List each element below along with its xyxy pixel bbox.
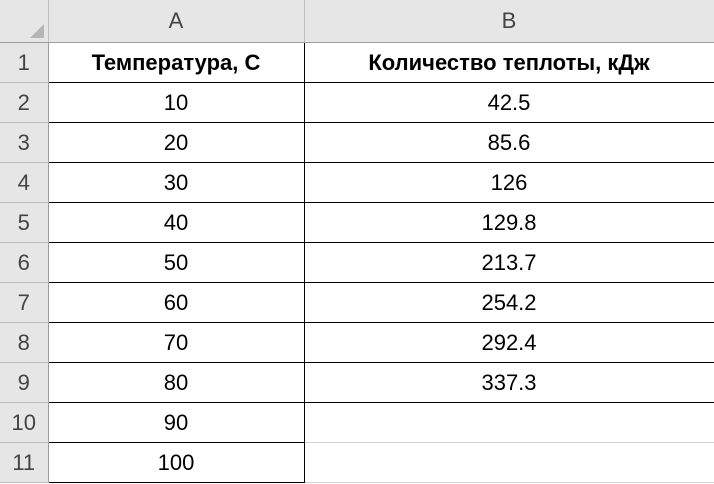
cell-b6[interactable]: 213.7 (304, 242, 714, 283)
table-row: 11 100 (0, 442, 714, 483)
cell-a11[interactable]: 100 (47, 442, 305, 483)
row-header-2[interactable]: 2 (0, 82, 49, 123)
row-header-1[interactable]: 1 (0, 42, 49, 83)
cell-a3[interactable]: 20 (47, 122, 305, 163)
cell-a7[interactable]: 60 (47, 282, 305, 323)
table-row: 8 70 292.4 (0, 322, 714, 363)
cell-b3[interactable]: 85.6 (304, 122, 714, 163)
table-row: 1 Температура, С Количество теплоты, кДж (0, 42, 714, 83)
row-header-9[interactable]: 9 (0, 362, 49, 403)
column-header-row: A B (0, 0, 714, 43)
row-header-3[interactable]: 3 (0, 122, 49, 163)
cell-b4[interactable]: 126 (304, 162, 714, 203)
cell-b11[interactable] (304, 442, 714, 483)
row-header-6[interactable]: 6 (0, 242, 49, 283)
row-header-11[interactable]: 11 (0, 442, 49, 483)
cell-a2[interactable]: 10 (47, 82, 305, 123)
cell-b2[interactable]: 42.5 (304, 82, 714, 123)
table-row: 6 50 213.7 (0, 242, 714, 283)
cell-b8[interactable]: 292.4 (304, 322, 714, 363)
column-header-b[interactable]: B (304, 0, 714, 43)
row-header-10[interactable]: 10 (0, 402, 49, 443)
table-row: 3 20 85.6 (0, 122, 714, 163)
row-header-5[interactable]: 5 (0, 202, 49, 243)
table-row: 2 10 42.5 (0, 82, 714, 123)
cell-b10[interactable] (304, 402, 714, 443)
row-header-8[interactable]: 8 (0, 322, 49, 363)
cell-b9[interactable]: 337.3 (304, 362, 714, 403)
cell-a8[interactable]: 70 (47, 322, 305, 363)
cell-b5[interactable]: 129.8 (304, 202, 714, 243)
select-all-triangle-icon (29, 24, 44, 38)
row-header-4[interactable]: 4 (0, 162, 49, 203)
table-row: 10 90 (0, 402, 714, 443)
cell-b1[interactable]: Количество теплоты, кДж (304, 42, 714, 83)
cell-a9[interactable]: 80 (47, 362, 305, 403)
table-row: 5 40 129.8 (0, 202, 714, 243)
column-header-a[interactable]: A (48, 0, 305, 43)
table-row: 7 60 254.2 (0, 282, 714, 323)
table-row: 9 80 337.3 (0, 362, 714, 403)
cell-a6[interactable]: 50 (47, 242, 305, 283)
cell-a4[interactable]: 30 (47, 162, 305, 203)
row-header-7[interactable]: 7 (0, 282, 49, 323)
select-all-corner[interactable] (0, 0, 49, 43)
cell-a1[interactable]: Температура, С (47, 42, 305, 83)
cell-a5[interactable]: 40 (47, 202, 305, 243)
table-row: 4 30 126 (0, 162, 714, 203)
cell-a10[interactable]: 90 (47, 402, 305, 443)
cell-b7[interactable]: 254.2 (304, 282, 714, 323)
